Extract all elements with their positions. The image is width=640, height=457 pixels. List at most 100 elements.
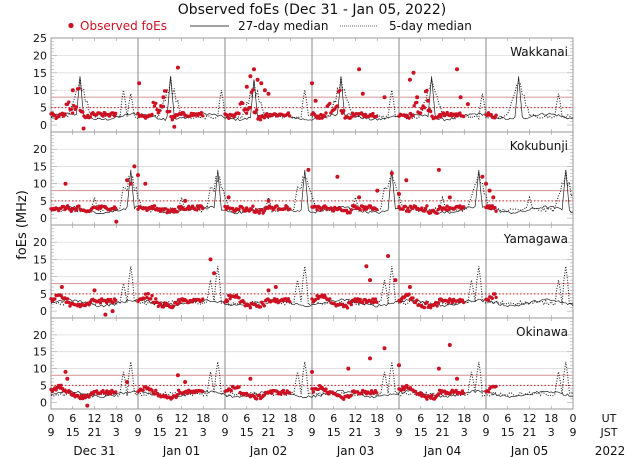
x-tick-label-jst: 21: [175, 426, 189, 439]
observed-point: [404, 383, 409, 388]
observed-point: [454, 388, 458, 393]
observed-point: [157, 108, 162, 113]
observed-point: [371, 297, 375, 301]
observed-point: [155, 300, 159, 304]
observed-point: [357, 195, 362, 200]
x-tick-label-jst: 9: [483, 426, 490, 439]
observed-point: [425, 300, 429, 305]
observed-point: [248, 376, 253, 381]
x-tick-label-ut: 0: [48, 412, 55, 425]
observed-point: [175, 373, 180, 378]
x-tick-label-jst: 3: [200, 426, 207, 439]
observed-points: [49, 254, 498, 317]
observed-point: [415, 298, 419, 302]
observed-point: [251, 88, 255, 92]
observed-point: [429, 109, 433, 114]
y-tick-label: 10: [33, 363, 47, 376]
x-tick-label-jst: 3: [287, 426, 294, 439]
observed-point: [70, 111, 75, 115]
observed-point: [418, 111, 423, 115]
observed-point: [401, 207, 405, 211]
observed-point: [382, 346, 387, 351]
observed-point: [415, 100, 419, 105]
observed-point: [401, 385, 405, 389]
observed-point: [402, 387, 406, 392]
observed-point: [487, 188, 492, 193]
x-row-label-jst: JST: [600, 426, 618, 439]
observed-point: [252, 67, 256, 72]
observed-point: [201, 114, 205, 118]
x-tick-label-ut: 12: [523, 412, 537, 425]
day-label: Jan 03: [336, 444, 375, 457]
observed-point: [490, 296, 494, 300]
observed-point: [412, 104, 416, 108]
observed-point: [335, 104, 340, 108]
observed-point: [311, 390, 315, 394]
observed-point: [425, 88, 429, 93]
observed-point: [63, 369, 68, 374]
observed-point: [223, 204, 227, 209]
observed-point: [436, 301, 440, 305]
observed-point: [335, 174, 340, 179]
observed-point: [114, 219, 119, 224]
observed-point: [178, 300, 182, 304]
observed-point: [435, 304, 439, 308]
legend-observed-marker: [68, 22, 74, 29]
observed-point: [111, 300, 115, 305]
y-tick-label: 20: [33, 49, 47, 62]
observed-point: [364, 264, 369, 269]
observed-point: [77, 204, 81, 208]
median-5day-line: [50, 361, 574, 398]
observed-point: [346, 366, 351, 371]
observed-point: [53, 297, 57, 301]
observed-point: [248, 306, 253, 310]
observed-point: [154, 101, 158, 106]
observed-point: [375, 300, 379, 304]
observed-point: [353, 297, 357, 301]
observed-point: [434, 300, 438, 305]
x-tick-label-ut: 18: [370, 412, 384, 425]
observed-point: [420, 106, 424, 111]
observed-point: [188, 114, 192, 118]
observed-point: [320, 116, 324, 120]
observed-point: [156, 304, 160, 308]
y-tick-label: 5: [40, 288, 47, 301]
x-tick-label-ut: 18: [283, 412, 297, 425]
observed-point: [494, 295, 498, 300]
observed-point: [164, 89, 168, 93]
observed-point: [397, 363, 401, 368]
observed-point: [95, 389, 99, 393]
panel-wakkanai: 0 5 10 15 20 25 Wakkanai: [33, 32, 574, 133]
observed-point: [317, 116, 322, 121]
observed-point: [151, 100, 155, 105]
observed-point: [282, 207, 287, 211]
x-tick-label-ut: 0: [135, 412, 142, 425]
observed-point: [60, 111, 65, 116]
observed-point: [407, 209, 411, 214]
observed-point: [249, 207, 254, 212]
observed-point: [67, 300, 71, 305]
y-tick-label: 0: [40, 119, 47, 132]
observed-point: [411, 70, 416, 75]
observed-point: [105, 300, 109, 305]
observed-point: [285, 205, 289, 209]
observed-point: [247, 303, 251, 307]
observed-point: [150, 294, 154, 298]
observed-point: [338, 88, 342, 93]
observed-point: [125, 178, 130, 183]
x-tick-label-ut: 12: [88, 412, 102, 425]
observed-point: [435, 211, 439, 215]
observed-point: [389, 171, 394, 176]
observed-point: [170, 118, 174, 122]
observed-point: [399, 388, 404, 392]
observed-point: [143, 292, 148, 296]
observed-point: [201, 297, 205, 301]
observed-point: [259, 81, 264, 86]
x-tick-label-ut: 12: [175, 412, 189, 425]
observed-point: [349, 302, 353, 307]
x-tick-label-ut: 0: [570, 412, 577, 425]
observed-point: [63, 181, 68, 186]
y-tick-label: 0: [40, 396, 47, 409]
x-tick-label-ut: 6: [243, 412, 250, 425]
observed-point: [458, 95, 463, 100]
